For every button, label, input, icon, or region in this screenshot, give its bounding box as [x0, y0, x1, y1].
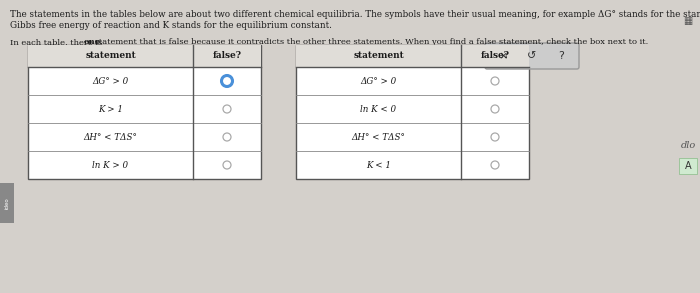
Bar	[0, 183, 14, 223]
Bar	[296, 45, 529, 67]
Text: ×: ×	[498, 51, 508, 61]
Text: K < 1: K < 1	[366, 161, 391, 169]
Circle shape	[491, 77, 499, 85]
Circle shape	[223, 105, 231, 113]
Text: ΔG° > 0: ΔG° > 0	[360, 76, 397, 86]
Text: A: A	[685, 161, 692, 171]
Circle shape	[491, 133, 499, 141]
Text: ?: ?	[558, 51, 564, 61]
Circle shape	[491, 105, 499, 113]
Text: ln K > 0: ln K > 0	[92, 161, 129, 169]
Text: ΔH° < TΔS°: ΔH° < TΔS°	[351, 132, 405, 142]
Text: ΔH° < TΔS°: ΔH° < TΔS°	[83, 132, 137, 142]
Text: The statements in the tables below are about two different chemical equilibria. : The statements in the tables below are a…	[10, 10, 700, 19]
Text: ln K < 0: ln K < 0	[360, 105, 397, 113]
Text: In each table, there is: In each table, there is	[10, 38, 105, 46]
Text: dlo: dlo	[680, 141, 696, 149]
Text: one: one	[83, 38, 100, 46]
Text: false?: false?	[480, 52, 510, 60]
Bar	[296, 45, 529, 179]
Circle shape	[221, 76, 232, 86]
Text: false?: false?	[213, 52, 241, 60]
Text: ideo: ideo	[4, 197, 10, 209]
Text: statement: statement	[353, 52, 404, 60]
Circle shape	[223, 133, 231, 141]
Bar	[28, 45, 261, 67]
Text: ↺: ↺	[527, 51, 537, 61]
Text: statement: statement	[85, 52, 136, 60]
Circle shape	[223, 161, 231, 169]
Text: K > 1: K > 1	[98, 105, 123, 113]
Text: ΔG° > 0: ΔG° > 0	[92, 76, 129, 86]
Text: ▦: ▦	[683, 16, 692, 26]
Text: Gibbs free energy of reaction and K stands for the equilibrium constant.: Gibbs free energy of reaction and K stan…	[10, 21, 332, 30]
FancyBboxPatch shape	[679, 158, 697, 174]
FancyBboxPatch shape	[485, 43, 579, 69]
Bar	[28, 45, 261, 179]
Text: statement that is false because it contradicts the other three statements. When : statement that is false because it contr…	[92, 38, 649, 46]
Circle shape	[491, 161, 499, 169]
